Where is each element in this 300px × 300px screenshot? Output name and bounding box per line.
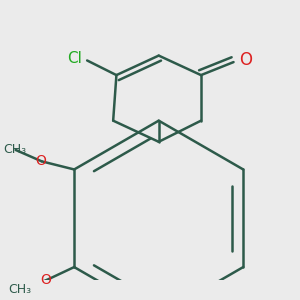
Text: O: O	[239, 52, 252, 70]
Text: Cl: Cl	[68, 51, 82, 66]
Text: O: O	[35, 154, 46, 167]
Text: O: O	[40, 273, 51, 287]
Text: CH₃: CH₃	[3, 142, 26, 156]
Text: CH₃: CH₃	[8, 283, 31, 296]
